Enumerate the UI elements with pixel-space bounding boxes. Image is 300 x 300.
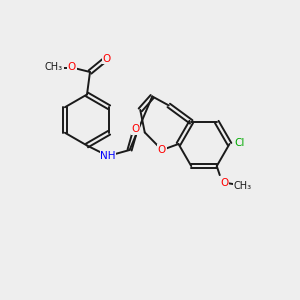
Text: O: O (158, 145, 166, 155)
Text: CH₃: CH₃ (233, 181, 251, 190)
Text: NH: NH (100, 151, 116, 161)
Text: O: O (220, 178, 228, 188)
Text: CH₃: CH₃ (45, 62, 63, 73)
Text: Cl: Cl (235, 137, 245, 148)
Text: O: O (102, 53, 111, 64)
Text: O: O (131, 124, 140, 134)
Text: O: O (68, 62, 76, 73)
